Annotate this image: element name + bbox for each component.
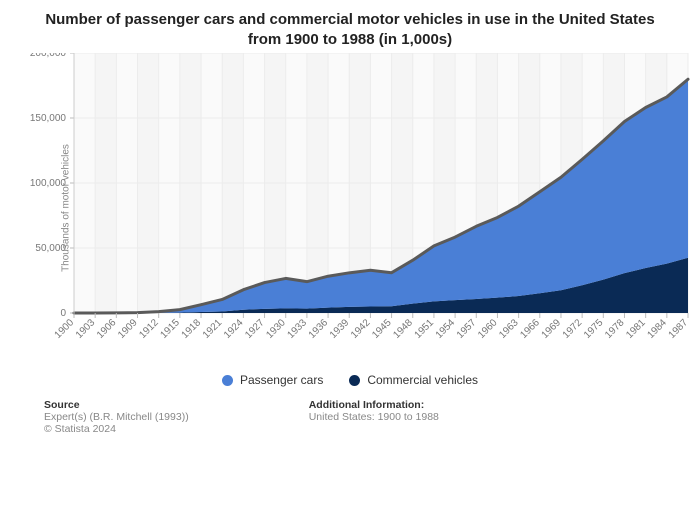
x-tick-label: 1909 <box>116 317 140 341</box>
x-tick-label: 1927 <box>243 317 267 341</box>
x-tick-label: 1969 <box>540 317 564 341</box>
legend-item-commercial: Commercial vehicles <box>349 373 478 387</box>
y-tick-label: 0 <box>60 308 66 319</box>
x-tick-label: 1939 <box>328 317 352 341</box>
x-tick-label: 1984 <box>645 317 669 341</box>
x-tick-label: 1903 <box>74 317 98 341</box>
x-tick-label: 1930 <box>264 317 288 341</box>
legend-swatch-commercial <box>349 375 360 386</box>
legend: Passenger cars Commercial vehicles <box>0 363 700 395</box>
x-tick-label: 1966 <box>518 317 542 341</box>
x-tick-label: 1945 <box>370 317 394 341</box>
y-tick-label: 200,000 <box>30 53 67 59</box>
chart-title: Number of passenger cars and commercial … <box>0 0 700 53</box>
x-tick-label: 1981 <box>624 317 648 341</box>
legend-swatch-passenger <box>222 375 233 386</box>
x-tick-label: 1918 <box>180 317 204 341</box>
x-tick-label: 1987 <box>667 317 691 341</box>
x-tick-label: 1948 <box>391 317 415 341</box>
source-heading: Source <box>44 399 189 411</box>
x-tick-label: 1942 <box>349 317 373 341</box>
x-tick-label: 1933 <box>286 317 310 341</box>
title-line-1: Number of passenger cars and commercial … <box>45 11 654 28</box>
legend-item-passenger: Passenger cars <box>222 373 323 387</box>
x-tick-label: 1915 <box>158 317 182 341</box>
x-tick-label: 1906 <box>95 317 119 341</box>
title-line-2: from 1900 to 1988 (in 1,000s) <box>248 31 452 48</box>
x-tick-label: 1972 <box>561 317 585 341</box>
source-block: Source Expert(s) (B.R. Mitchell (1993)) … <box>44 399 189 435</box>
additional-info-heading: Additional Information: <box>309 399 439 411</box>
x-tick-label: 1957 <box>455 317 479 341</box>
x-tick-label: 1963 <box>497 317 521 341</box>
y-tick-label: 150,000 <box>30 113 67 124</box>
copyright-text: © Statista 2024 <box>44 423 189 435</box>
x-tick-label: 1951 <box>413 317 437 341</box>
x-tick-label: 1978 <box>603 317 627 341</box>
area-chart-svg: 050,000100,000150,000200,000190019031906… <box>0 53 700 363</box>
x-tick-label: 1975 <box>582 317 606 341</box>
y-axis-title: Thousands of motor vehicles <box>60 144 71 272</box>
footer: Source Expert(s) (B.R. Mitchell (1993)) … <box>0 395 700 435</box>
x-tick-label: 1921 <box>201 317 225 341</box>
x-tick-label: 1936 <box>307 317 331 341</box>
additional-info-block: Additional Information: United States: 1… <box>309 399 439 435</box>
chart-area: Thousands of motor vehicles 050,000100,0… <box>0 53 700 363</box>
legend-label-passenger: Passenger cars <box>240 373 323 387</box>
x-tick-label: 1900 <box>53 317 77 341</box>
x-tick-label: 1960 <box>476 317 500 341</box>
legend-label-commercial: Commercial vehicles <box>367 373 478 387</box>
source-text: Expert(s) (B.R. Mitchell (1993)) <box>44 411 189 423</box>
x-tick-label: 1924 <box>222 317 246 341</box>
x-tick-label: 1954 <box>434 317 458 341</box>
additional-info-text: United States: 1900 to 1988 <box>309 411 439 423</box>
x-tick-label: 1912 <box>137 317 161 341</box>
